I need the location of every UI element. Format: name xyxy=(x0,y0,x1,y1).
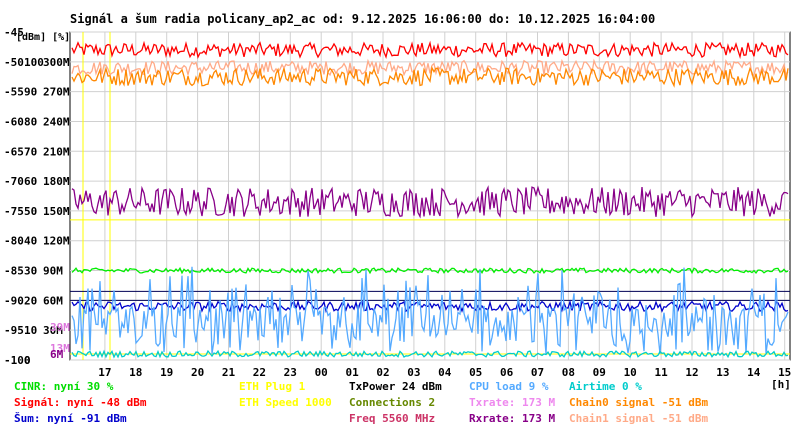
x-tick-label: 21 xyxy=(222,366,236,379)
series-line-2 xyxy=(71,65,789,88)
y-tick-rate: 180M xyxy=(43,175,70,188)
x-tick-label: 18 xyxy=(129,366,142,379)
y-tick-dbm: -90 xyxy=(4,294,24,307)
x-tick-label: 13 xyxy=(716,366,729,379)
x-tick-label: 06 xyxy=(500,366,514,379)
y-tick-rate: 30M xyxy=(43,324,63,337)
y-tick-rate: 60M xyxy=(43,294,63,307)
y-tick-dbm: -50 xyxy=(4,56,24,69)
y-tick-dbm: -55 xyxy=(4,86,24,99)
x-tick-label: 09 xyxy=(593,366,606,379)
y-tick-rate: 150M xyxy=(43,205,70,218)
inline-rate-label: 6M xyxy=(50,348,64,361)
y-tick-rate: 120M xyxy=(43,235,70,248)
y-units-label: [dBm] [%] xyxy=(16,32,70,43)
legend-freq: Freq 5560 MHz xyxy=(349,412,435,425)
series-line-1 xyxy=(71,58,789,77)
y-tick-pct: 0 xyxy=(24,354,31,367)
x-tick-label: 08 xyxy=(562,366,575,379)
x-tick-label: 01 xyxy=(345,366,359,379)
series-line-5 xyxy=(71,299,789,314)
legend-cpu: CPU load 9 % xyxy=(469,380,549,393)
y-tick-dbm: -70 xyxy=(4,175,24,188)
x-tick-label: 03 xyxy=(407,366,420,379)
y-tick-dbm: -100 xyxy=(4,354,31,367)
legend-txpower: TxPower 24 dBm xyxy=(349,380,442,393)
y-tick-pct: 60 xyxy=(24,175,37,188)
x-tick-label: 05 xyxy=(469,366,482,379)
y-tick-pct: 50 xyxy=(24,205,37,218)
x-tick-label: 04 xyxy=(438,366,452,379)
x-tick-label: 02 xyxy=(376,366,389,379)
legend-signal: Signál: nyní -48 dBm xyxy=(14,396,147,409)
y-tick-rate: 270M xyxy=(43,86,70,99)
x-tick-label: 11 xyxy=(654,366,668,379)
y-tick-dbm: -45 xyxy=(4,26,24,39)
legend-rxrate: Rxrate: 173 M xyxy=(469,412,555,425)
y-tick-dbm: -75 xyxy=(4,205,24,218)
y-tick-dbm: -85 xyxy=(4,265,24,278)
legend-cinr: CINR: nyní 30 % xyxy=(14,380,114,393)
x-unit-label: [h] xyxy=(771,378,791,391)
y-tick-dbm: -95 xyxy=(4,324,24,337)
y-tick-pct: 40 xyxy=(24,235,37,248)
x-tick-label: 14 xyxy=(747,366,761,379)
legend-chain1: Chain1 signal -51 dBm xyxy=(569,412,708,425)
chart-title: Signál a šum radia policany_ap2_ac od: 9… xyxy=(70,12,655,27)
y-tick-pct: 100 xyxy=(24,56,44,69)
y-tick-pct: 30 xyxy=(24,265,37,278)
y-tick-rate: 210M xyxy=(43,145,70,158)
y-tick-dbm: -60 xyxy=(4,115,24,128)
series-line-3 xyxy=(71,185,789,219)
x-tick-label: 22 xyxy=(253,366,266,379)
y-tick-pct: 90 xyxy=(24,86,37,99)
x-tick-label: 00 xyxy=(315,366,328,379)
y-tick-dbm: -80 xyxy=(4,235,24,248)
x-tick-label: 20 xyxy=(191,366,204,379)
x-tick-label: 12 xyxy=(685,366,698,379)
legend-connections: Connections 2 xyxy=(349,396,435,409)
x-tick-label: 10 xyxy=(624,366,637,379)
inline-rate-label: 13M xyxy=(50,342,70,355)
y-tick-dbm: -65 xyxy=(4,145,24,158)
x-tick-label: 07 xyxy=(531,366,544,379)
x-tick-label: 19 xyxy=(160,366,173,379)
legend-eth-speed: ETH Speed 1000 xyxy=(239,396,332,409)
x-tick-label: 23 xyxy=(284,366,297,379)
y-tick-rate: 240M xyxy=(43,115,70,128)
y-tick-rate: 300M xyxy=(43,56,70,69)
y-tick-pct: 80 xyxy=(24,115,37,128)
y-tick-pct: 70 xyxy=(24,145,37,158)
inline-rate-label: 39M xyxy=(50,321,70,334)
series-line-6 xyxy=(71,266,789,354)
legend-eth-plug: ETH Plug 1 xyxy=(239,380,306,393)
y-tick-pct: 20 xyxy=(24,294,37,307)
y-tick-pct: 10 xyxy=(24,324,37,337)
legend-airtime: Airtime 0 % xyxy=(569,380,642,393)
series-line-7 xyxy=(71,349,789,359)
legend-sum: Šum: nyní -91 dBm xyxy=(14,412,127,425)
legend-txrate: Txrate: 173 M xyxy=(469,396,555,409)
legend-chain0: Chain0 signal -51 dBm xyxy=(569,396,708,409)
y-tick-rate: 90M xyxy=(43,265,63,278)
series-line-0 xyxy=(71,40,789,60)
x-tick-label: 15 xyxy=(778,366,791,379)
x-tick-label: 17 xyxy=(98,366,111,379)
